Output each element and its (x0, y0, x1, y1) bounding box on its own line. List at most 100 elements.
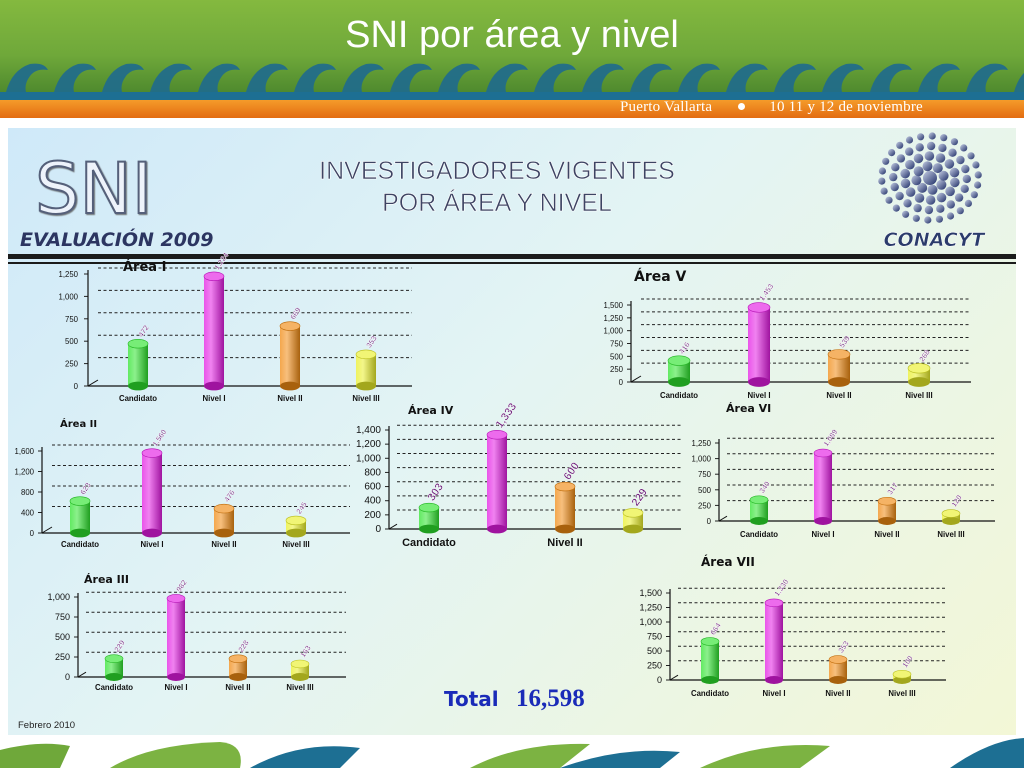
bar-value-label: 600 (562, 460, 582, 482)
bar (228, 654, 248, 681)
category-label: Nivel III (937, 530, 964, 539)
evaluation-label: EVALUACIÓN 2009 (20, 227, 213, 251)
bar (355, 349, 377, 391)
bar (813, 448, 833, 525)
bar (127, 339, 149, 391)
bar-value-label: 1,453 (757, 282, 775, 303)
y-tick-label: 0 (707, 517, 712, 526)
date-note: Febrero 2010 (18, 720, 75, 731)
sni-logo: SNI (35, 148, 152, 230)
bar-value-label: 245 (294, 500, 309, 515)
bar-value-label: 317 (885, 481, 900, 496)
header-wave-icon (678, 63, 720, 92)
chart-area-1: 0 250 500 750 1,000 1,250 Área I 472 Candidato 1,… (58, 250, 412, 403)
y-tick-label: 1,000 (58, 292, 78, 301)
header-wave-icon (582, 63, 624, 92)
y-tick-label: 500 (65, 337, 79, 346)
chart-title: Área VII (701, 554, 755, 569)
chart-title: Área I (123, 259, 166, 275)
bar (747, 302, 771, 387)
y-tick-label: 400 (21, 509, 35, 518)
category-label: Nivel I (141, 540, 164, 549)
category-label: Nivel III (352, 394, 379, 403)
conacyt-logo-icon (878, 132, 982, 224)
slide-header: SNI por área y nivel Puerto Vallarta 10 1… (0, 0, 1024, 125)
header-wave-icon (774, 63, 816, 92)
header-banner-art (0, 0, 1024, 118)
header-wave-icon (294, 63, 336, 92)
charts-layer: 0 250 500 750 1,000 1,250 Área I 472 Candidato 1,… (14, 250, 995, 698)
y-tick-label: 0 (30, 529, 35, 538)
bar-value-label: 1,089 (821, 428, 839, 449)
y-tick-label: 0 (619, 378, 624, 387)
bar (285, 515, 307, 538)
y-tick-label: 1,000 (356, 453, 381, 464)
header-wave-icon (822, 63, 864, 92)
y-tick-label: 750 (647, 632, 662, 642)
bar-value-label: 669 (288, 306, 303, 321)
footer-decoration (0, 736, 1024, 768)
bar-value-label: 664 (708, 621, 723, 637)
y-tick-label: 1,400 (356, 425, 381, 436)
header-wave-icon (726, 63, 768, 92)
y-tick-label: 1,600 (14, 447, 34, 456)
y-tick-label: 1,250 (603, 314, 623, 323)
axis-depth (388, 523, 398, 530)
chart-area-2: 0 400 800 1,200 1,600 Área II 623 Candidato 1,56… (14, 417, 350, 549)
bullet-dot-icon (738, 103, 746, 111)
y-tick-label: 1,250 (691, 439, 711, 448)
event-location: Puerto Vallarta (620, 99, 713, 115)
bar (764, 598, 784, 684)
header-wave-icon (966, 63, 1008, 92)
bar (877, 496, 897, 525)
chart-area-3: 0 250 500 750 1,000 Área III 229 Candidato 982 Ni… (47, 573, 346, 692)
y-tick-label: 800 (364, 467, 381, 478)
heading-line-2: POR ÁREA Y NIVEL (382, 188, 612, 217)
y-tick-label: 200 (364, 510, 381, 521)
bar-value-label: 1,333 (494, 401, 520, 430)
infographic-panel: SNI EVALUACIÓN 2009 INVESTIGADORES VIGEN… (8, 128, 1016, 735)
bar (941, 509, 961, 525)
category-label: Candidato (660, 391, 698, 400)
bar (667, 355, 691, 387)
category-label: Candidato (691, 689, 729, 698)
chart-title: Área III (84, 573, 129, 586)
category-label: Nivel II (225, 683, 250, 692)
bar (203, 271, 225, 391)
header-wave-icon (534, 63, 576, 92)
category-label: Nivel III (905, 391, 932, 400)
category-label: Nivel I (165, 683, 188, 692)
y-tick-label: 250 (698, 501, 712, 510)
bar-value-label: 228 (236, 638, 251, 653)
y-tick-label: 500 (55, 632, 70, 642)
y-tick-label: 0 (375, 524, 381, 535)
header-wave-icon (1014, 72, 1024, 92)
header-wave-icon (870, 63, 912, 92)
bar-value-label: 539 (837, 334, 852, 349)
axis-depth (41, 526, 53, 534)
header-wave-icon (246, 63, 288, 92)
y-tick-label: 750 (698, 470, 712, 479)
event-dates: 10 11 y 12 de noviembre (769, 99, 923, 115)
header-wave-icon (6, 63, 48, 92)
y-tick-label: 750 (610, 340, 624, 349)
bar (827, 349, 851, 387)
axis-depth (669, 674, 679, 681)
category-label: Nivel II (825, 689, 850, 698)
bar (141, 448, 163, 538)
y-tick-label: 1,000 (603, 327, 623, 336)
y-tick-label: 500 (647, 646, 662, 656)
y-tick-label: 250 (610, 365, 624, 374)
bar (749, 495, 769, 525)
bar-value-label: 1,560 (150, 428, 168, 449)
category-label: Nivel II (874, 530, 899, 539)
header-wave-icon (918, 63, 960, 92)
bar-value-label: 1,330 (772, 577, 790, 598)
header-wave-icon (630, 63, 672, 92)
y-tick-label: 1,000 (47, 592, 70, 602)
bar-value-label: 229 (112, 638, 127, 653)
chart-title: Área VI (726, 402, 771, 415)
bar (418, 502, 440, 534)
header-wave-icon (198, 63, 240, 92)
chart-area-5: 0 250 500 750 1,000 1,250 1,500 Área V 416 Candid… (603, 268, 971, 400)
